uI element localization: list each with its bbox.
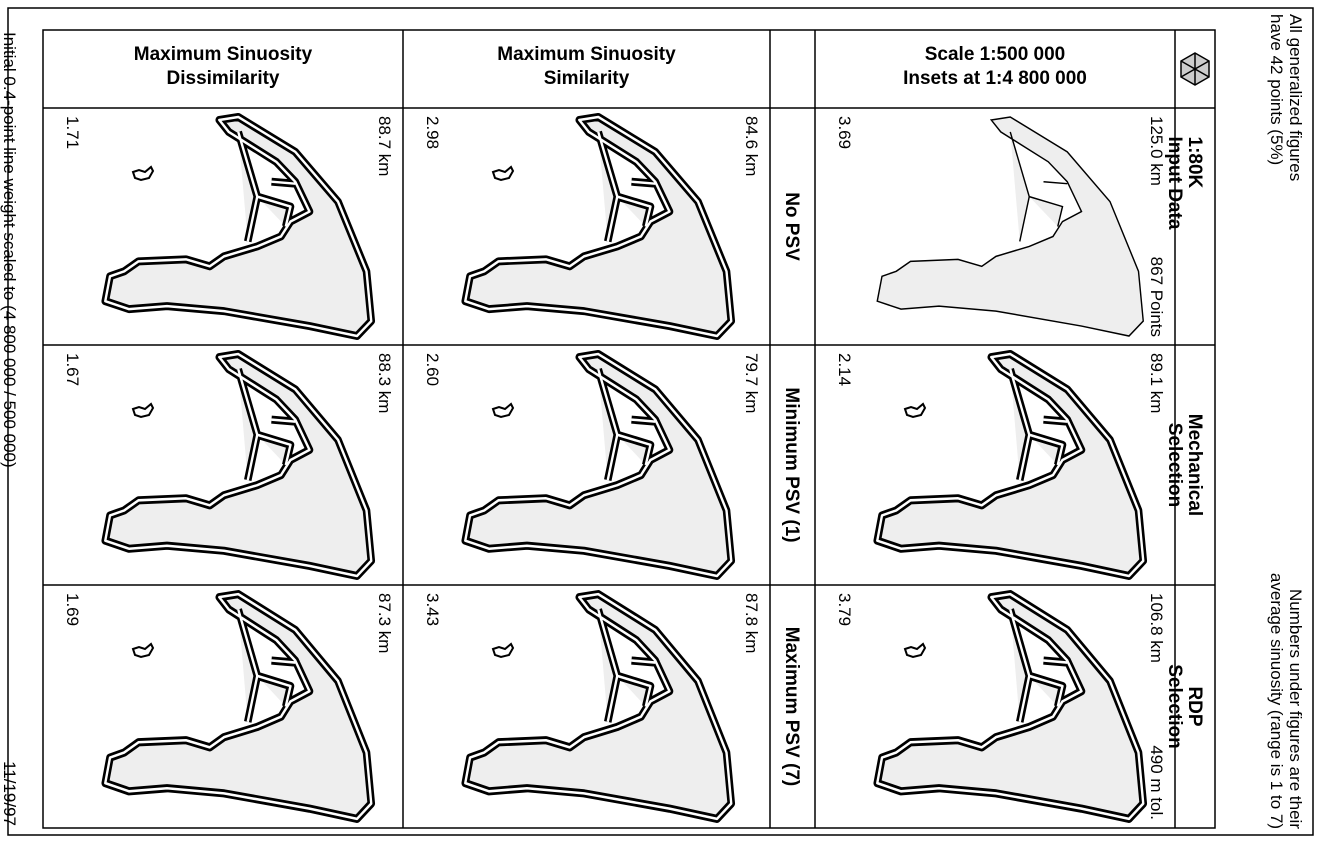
island-outline <box>105 117 371 336</box>
psv-label: Minimum PSV (1) <box>781 387 802 542</box>
length-label: 106.8 km <box>1147 593 1166 663</box>
island-outline <box>105 354 371 576</box>
length-label: 89.1 km <box>1147 353 1166 413</box>
inset <box>133 644 153 657</box>
island-figure <box>105 117 371 336</box>
island-outline <box>465 354 731 576</box>
island-figure <box>105 594 371 819</box>
method-label: 1:80K <box>1184 137 1205 189</box>
sinuosity-label: 2.14 <box>835 353 854 386</box>
column-header: Dissimilarity <box>167 68 280 89</box>
length-label: 84.6 km <box>742 116 761 176</box>
island-outline <box>877 117 1143 336</box>
right-note: All generalized figures <box>1286 14 1305 181</box>
sinuosity-label: 2.98 <box>423 116 442 149</box>
sinuosity-label: 3.69 <box>835 116 854 149</box>
sinuosity-label: 1.67 <box>63 353 82 386</box>
method-label: Selection <box>1164 423 1185 507</box>
inset <box>493 167 513 180</box>
note-label: 490 m tol. <box>1147 745 1166 820</box>
inset <box>133 167 153 180</box>
right-note: average sinuosity (range is 1 to 7) <box>1267 573 1286 829</box>
inset <box>133 404 153 417</box>
inset <box>905 644 925 657</box>
island-figure <box>877 117 1143 336</box>
island-outline <box>877 594 1143 819</box>
sinuosity-label: 2.60 <box>423 353 442 386</box>
right-note: have 42 points (5%) <box>1267 14 1286 165</box>
island-figure <box>465 594 731 819</box>
left-note: Initial 0.4-point line weight scaled to … <box>0 32 19 468</box>
right-note: Numbers under figures are their <box>1286 589 1305 829</box>
island-outline <box>465 594 731 819</box>
column-header: Insets at 1:4 800 000 <box>903 68 1087 89</box>
sinuosity-label: 1.69 <box>63 593 82 626</box>
island-outline <box>105 594 371 819</box>
method-label: RDP <box>1184 686 1205 726</box>
logo <box>1181 53 1209 85</box>
date: 11/19/97 <box>0 761 19 826</box>
island-figure <box>465 354 731 576</box>
length-label: 125.0 km <box>1147 116 1166 186</box>
island-figure <box>877 594 1143 819</box>
column-header: Maximum Sinuosity <box>134 44 313 65</box>
length-label: 87.3 km <box>375 593 394 653</box>
column-header: Maximum Sinuosity <box>497 44 676 65</box>
note-label: 867 Points <box>1147 257 1166 337</box>
length-label: 87.8 km <box>742 593 761 653</box>
inset <box>493 644 513 657</box>
length-label: 79.7 km <box>742 353 761 413</box>
inset <box>905 404 925 417</box>
psv-label: Maximum PSV (7) <box>781 627 802 786</box>
inset <box>493 404 513 417</box>
column-header: Similarity <box>544 68 630 89</box>
island-figure <box>877 354 1143 576</box>
method-label: Input Data <box>1164 137 1185 230</box>
sinuosity-label: 3.79 <box>835 593 854 626</box>
island-outline <box>465 117 731 336</box>
column-header: Scale 1:500 000 <box>925 44 1066 65</box>
length-label: 88.7 km <box>375 116 394 176</box>
length-label: 88.3 km <box>375 353 394 413</box>
island-figure <box>105 354 371 576</box>
method-label: Mechanical <box>1184 414 1205 516</box>
method-label: Selection <box>1164 664 1185 748</box>
psv-label: No PSV <box>781 192 802 261</box>
figure: Initial 0.4-point line weight scaled to … <box>0 0 1321 842</box>
sinuosity-label: 1.71 <box>63 116 82 149</box>
island-figure <box>465 117 731 336</box>
sinuosity-label: 3.43 <box>423 593 442 626</box>
island-outline <box>877 354 1143 576</box>
